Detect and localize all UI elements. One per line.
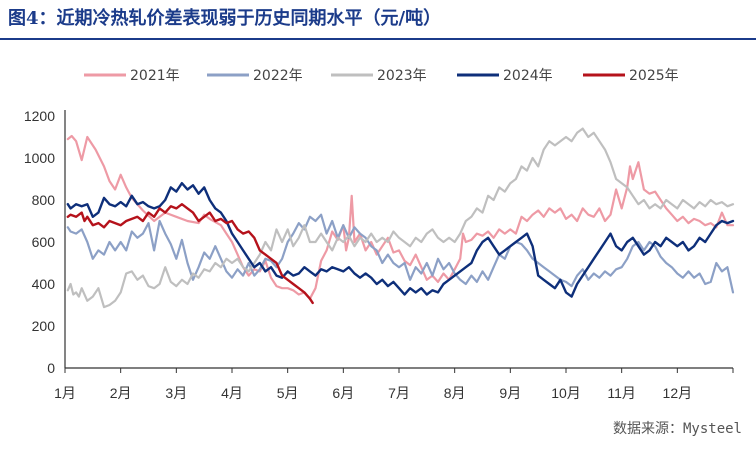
y-tick-label: 800 — [32, 192, 56, 208]
y-tick-label: 0 — [47, 360, 55, 376]
x-tick-label: 12月 — [663, 385, 693, 401]
legend-item: 2021年 — [84, 68, 180, 84]
x-tick-label: 5月 — [277, 385, 299, 401]
y-tick-label: 1200 — [24, 108, 55, 124]
x-tick-label: 4月 — [221, 385, 243, 401]
x-tick-label: 9月 — [499, 385, 521, 401]
y-tick-label: 1000 — [24, 150, 55, 166]
legend-item: 2022年 — [207, 68, 303, 84]
series-line-1 — [66, 134, 735, 300]
legend-item: 2025年 — [583, 68, 679, 84]
source-note: 数据来源：Mysteel — [612, 421, 742, 437]
legend-label: 2021年 — [130, 68, 180, 84]
series-line-4 — [66, 182, 735, 298]
x-tick-label: 2月 — [110, 385, 132, 401]
title-underline — [0, 38, 756, 40]
x-tick-label: 1月 — [54, 385, 76, 401]
y-axis: 0 200 400 600 800 1000 1200 — [24, 108, 66, 376]
y-tick-label: 200 — [32, 318, 56, 334]
x-tick-label: 7月 — [388, 385, 410, 401]
series-line-2 — [66, 213, 735, 294]
legend-label: 2024年 — [503, 68, 553, 84]
x-tick-label: 10月 — [551, 385, 581, 401]
x-tick-label: 6月 — [332, 385, 354, 401]
x-tick-label: 11月 — [607, 385, 636, 401]
x-tick-label: 8月 — [444, 385, 466, 401]
series-line-5 — [66, 203, 314, 305]
y-tick-label: 400 — [32, 276, 56, 292]
legend-label: 2022年 — [253, 68, 303, 84]
chart-legend: 2021年 2022年 2023年 2024年 2025年 — [84, 68, 679, 84]
series-line-3 — [66, 127, 735, 309]
legend-label: 2023年 — [377, 68, 427, 84]
legend-item: 2023年 — [331, 68, 427, 84]
legend-label: 2025年 — [629, 68, 679, 84]
legend-item: 2024年 — [457, 68, 553, 84]
y-tick-label: 600 — [32, 234, 56, 250]
chart-title: 图4：近期冷热轧价差表现弱于历史同期水平（元/吨） — [8, 8, 442, 29]
x-axis: 1月 2月 3月 4月 5月 6月 7月 8月 9月 10月 11月 12月 — [54, 367, 734, 401]
series-lines — [66, 127, 735, 309]
x-tick-label: 3月 — [165, 385, 187, 401]
